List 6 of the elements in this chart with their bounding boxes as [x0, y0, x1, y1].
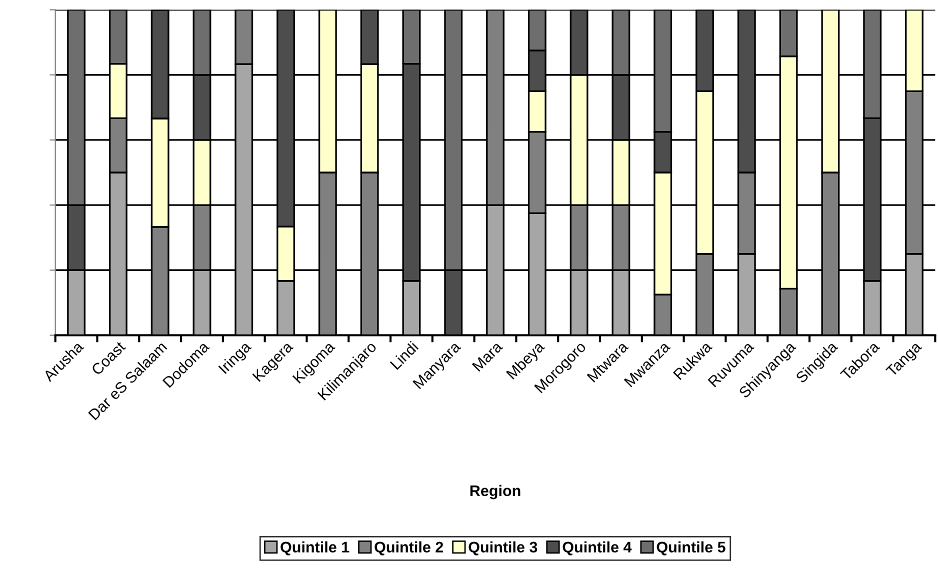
legend-label: Quintile 5 — [656, 541, 726, 556]
legend-label: Quintile 1 — [280, 541, 350, 556]
legend-label: Quintile 2 — [374, 541, 444, 556]
legend-label: Quintile 4 — [562, 541, 632, 556]
x-axis-title: Region — [470, 484, 520, 500]
legend-label: Quintile 3 — [468, 541, 538, 556]
